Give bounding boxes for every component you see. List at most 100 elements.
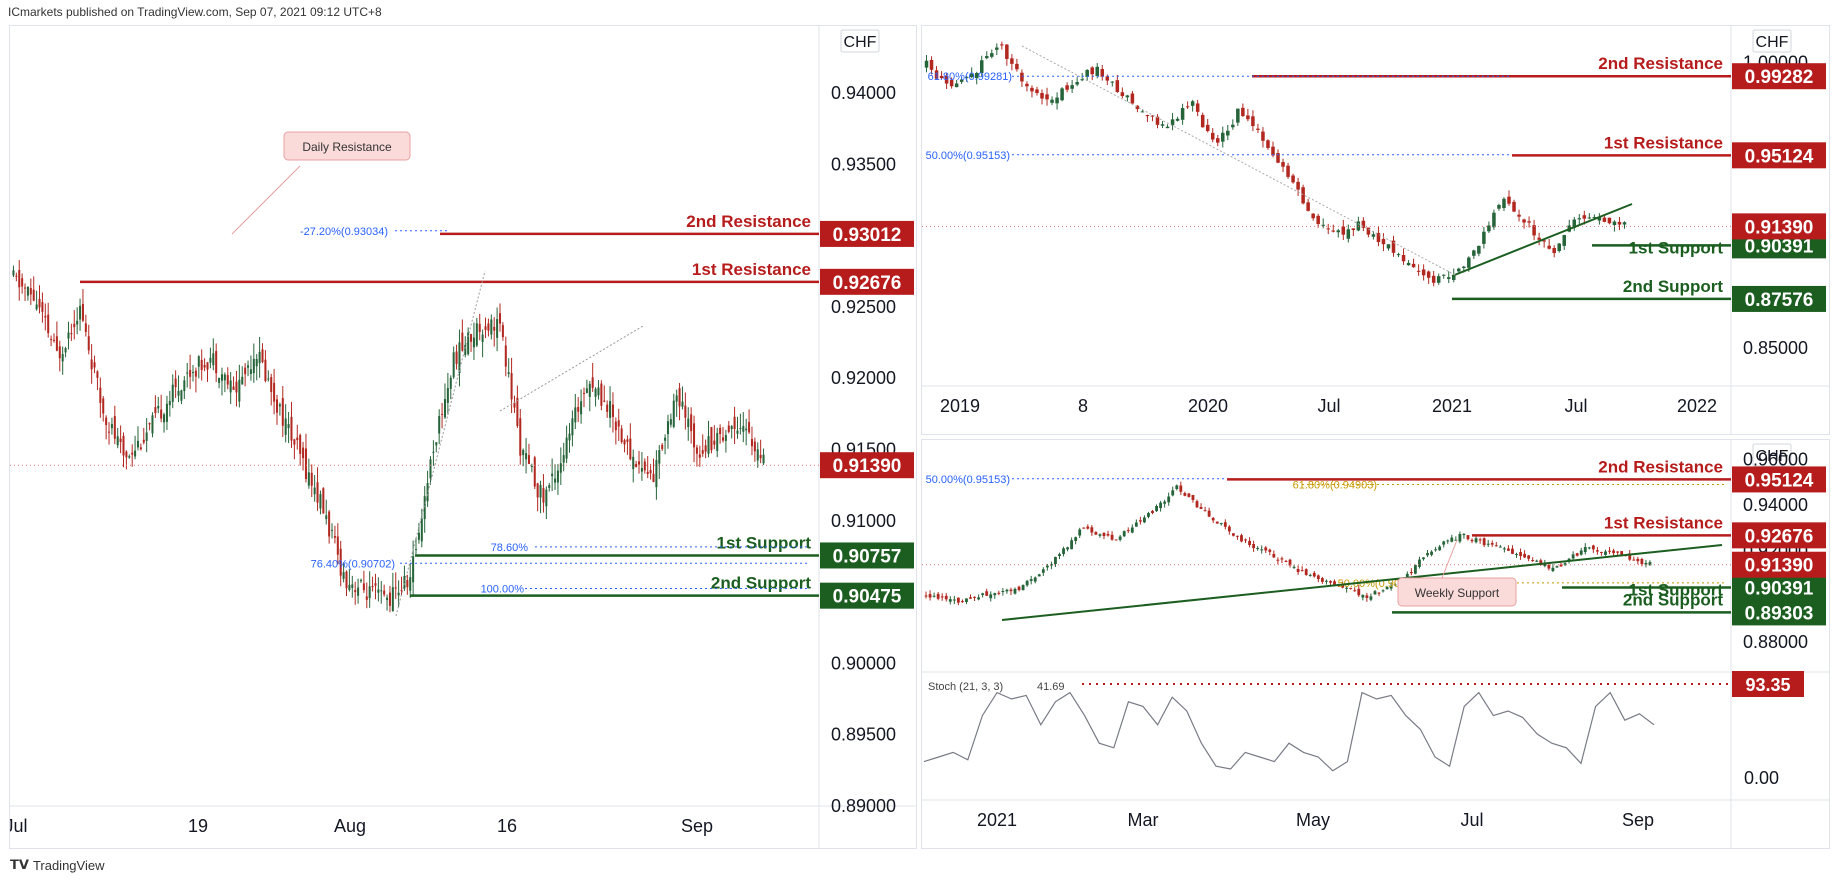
chart-panel-weekly[interactable]: CHF 1.00000 0.85000 2019 8 2020 Jul 2021 Jul 2022… — [921, 25, 1830, 435]
candle — [1261, 131, 1265, 141]
candle — [1085, 69, 1089, 77]
candle — [18, 269, 21, 288]
candle — [1454, 539, 1458, 541]
y-tick-label: 0.88000 — [1743, 632, 1808, 652]
candle — [1498, 546, 1502, 548]
candle — [742, 426, 745, 432]
candle — [275, 399, 279, 413]
candle — [939, 75, 944, 79]
candle — [475, 323, 478, 346]
candle — [929, 60, 934, 70]
candle — [1401, 255, 1406, 262]
candle — [443, 399, 446, 418]
fib-label: 50.00%(0.95153) — [926, 474, 1010, 486]
tradingview-logo-icon: 𝗧𝗩 — [10, 857, 29, 872]
x-tick-label: Jul — [1460, 810, 1483, 830]
level-price-box — [820, 542, 914, 569]
candle — [1266, 140, 1270, 148]
candle — [745, 428, 748, 431]
candle — [727, 425, 730, 432]
candle — [191, 371, 195, 373]
level-price-label: 0.99282 — [1745, 67, 1814, 88]
candle — [675, 395, 678, 402]
candle — [377, 589, 380, 593]
candle — [1411, 263, 1416, 268]
candle — [1005, 44, 1009, 59]
candle — [119, 438, 122, 443]
candle — [1221, 132, 1225, 142]
y-tick-label: 0.90000 — [831, 653, 896, 673]
candle — [435, 442, 438, 446]
x-tick-label: May — [1296, 810, 1330, 830]
candle — [1474, 538, 1478, 543]
level-price-label: 0.93012 — [833, 225, 902, 246]
support-trendline — [1001, 544, 1723, 621]
level-price-box — [820, 268, 914, 295]
candle — [730, 426, 733, 430]
candle — [490, 319, 493, 335]
candle — [134, 450, 137, 457]
candle — [1045, 565, 1049, 568]
candle — [319, 494, 322, 509]
candle — [522, 450, 525, 456]
candle — [516, 397, 519, 427]
candle — [1226, 130, 1230, 136]
candle — [669, 419, 672, 425]
publish-header: ICmarkets published on TradingView.com, … — [8, 5, 382, 19]
fib-label: 61.80%(0.94903) — [1293, 479, 1377, 491]
candle — [1486, 543, 1490, 545]
candle — [1604, 551, 1607, 555]
candle — [600, 383, 603, 406]
candle — [739, 427, 742, 429]
oscillator-label: Stoch (21, 3, 3) — [928, 681, 1003, 693]
candle — [1497, 204, 1501, 209]
candle — [1308, 574, 1312, 576]
candle — [525, 453, 528, 460]
candle — [1369, 596, 1373, 600]
candle — [58, 346, 61, 359]
candle — [762, 454, 765, 464]
candle — [1276, 153, 1280, 163]
candle — [1416, 270, 1421, 272]
level-price-label: 0.90475 — [833, 587, 902, 608]
chart-panel-h4[interactable]: CHF 0.96000 0.94000 0.92000 0.88000 2021 Mar Ma… — [921, 439, 1830, 849]
candle — [1385, 587, 1389, 590]
candle — [348, 584, 351, 591]
candle — [1138, 520, 1142, 522]
candle — [1357, 588, 1361, 596]
candle — [194, 370, 197, 377]
candle — [1446, 540, 1450, 542]
x-tick-label: Sep — [681, 816, 713, 836]
candle — [351, 584, 354, 588]
candle — [750, 439, 753, 447]
chart-daily-svg[interactable]: CHF0.940000.935000.925000.920000.915000.… — [4, 26, 916, 848]
candle — [81, 303, 84, 321]
candle — [1426, 271, 1431, 278]
level-price-label: 0.87576 — [1745, 290, 1814, 311]
candle — [1494, 545, 1498, 547]
candle — [1151, 510, 1154, 514]
x-tick-label: 2019 — [940, 396, 980, 416]
candle — [1231, 533, 1235, 536]
candle — [333, 536, 336, 538]
candle — [252, 358, 255, 374]
candle — [1171, 490, 1175, 496]
candle — [574, 407, 577, 423]
fib-label: 50.00%(0.95153) — [926, 150, 1010, 162]
candle — [993, 593, 997, 596]
chart-panel-daily[interactable]: CHF 0.94000 0.93500 0.92500 0.92000 0.91500 0.… — [4, 25, 917, 849]
fib-swing-line-2 — [499, 325, 644, 412]
candle — [1175, 118, 1180, 121]
candle — [403, 575, 406, 589]
candle — [1199, 506, 1203, 509]
candle — [203, 364, 206, 368]
candle — [148, 423, 151, 425]
candle — [380, 590, 383, 592]
candle — [1190, 101, 1195, 106]
candle — [1037, 574, 1041, 577]
candle — [1396, 254, 1401, 256]
candle — [1587, 217, 1592, 219]
candle — [90, 359, 93, 370]
